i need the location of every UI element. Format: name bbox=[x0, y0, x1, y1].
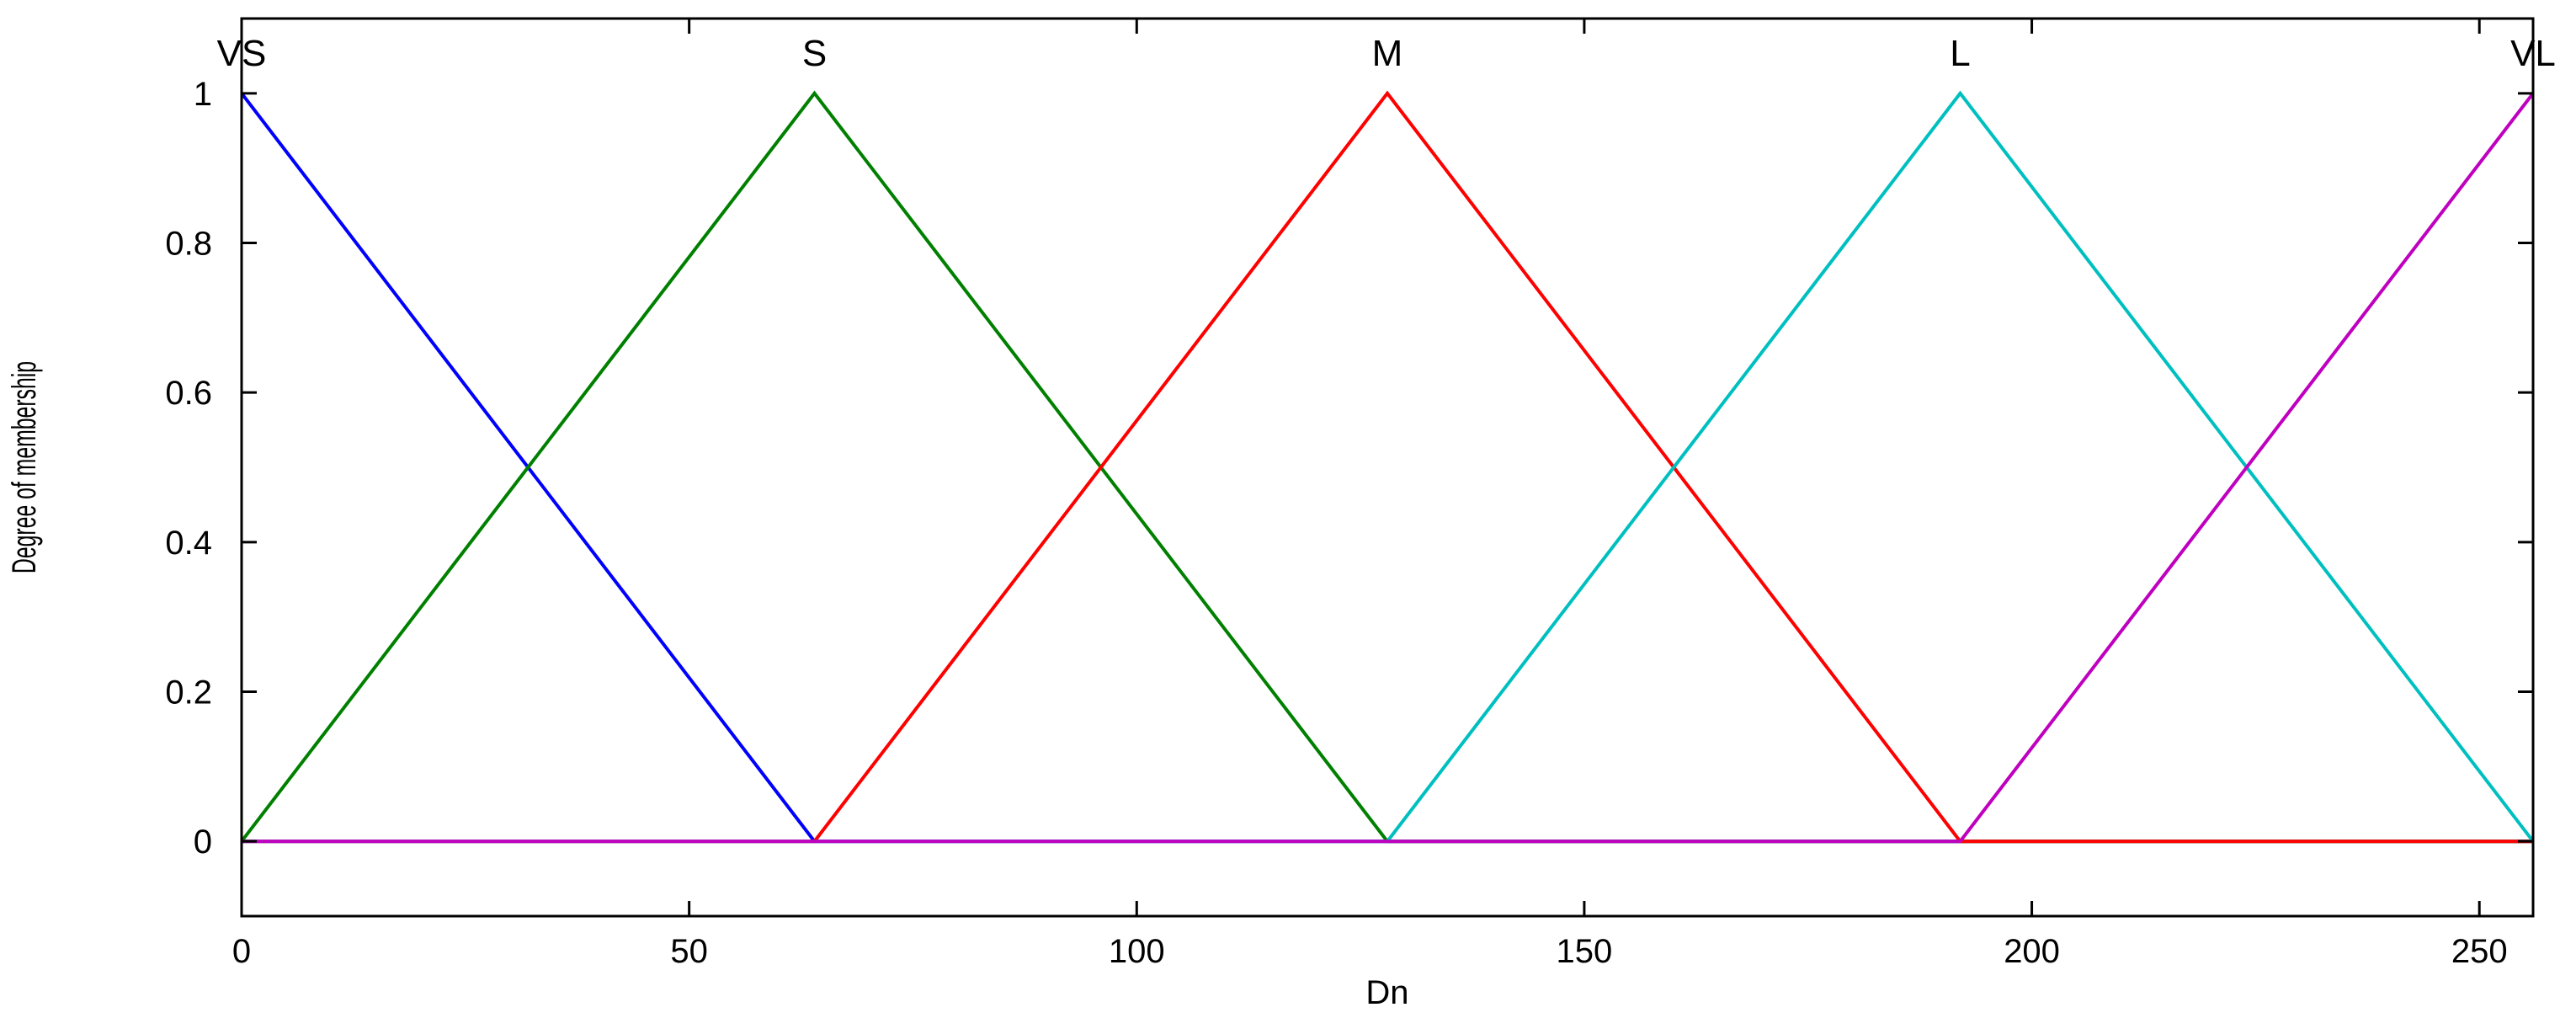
x-tick-label: 50 bbox=[670, 933, 708, 970]
y-tick-label: 0 bbox=[194, 823, 212, 861]
plot-frame bbox=[240, 17, 2535, 918]
y-tick-label: 0.8 bbox=[165, 226, 212, 263]
x-tick-label: 100 bbox=[1109, 933, 1165, 970]
mf-label-s: S bbox=[802, 33, 827, 74]
x-tick-label: 150 bbox=[1557, 933, 1613, 970]
mf-label-vs: VS bbox=[217, 33, 267, 74]
series-layer bbox=[240, 90, 2535, 844]
x-axis-title: Dn bbox=[1365, 974, 1408, 1011]
y-tick-label: 0.4 bbox=[165, 525, 212, 562]
x-tick-label: 0 bbox=[232, 933, 251, 970]
series-line-vl bbox=[242, 92, 2535, 844]
mf-label-vl: VL bbox=[2510, 33, 2556, 74]
labels-layer: 0 50 100 150 200 250 0 0.2 0.4 0.6 0.8 1VS S M L VL bbox=[165, 33, 2556, 970]
mf-label-l: L bbox=[1950, 33, 1970, 74]
y-tick-label: 0.6 bbox=[165, 375, 212, 412]
mf-label-m: M bbox=[1372, 33, 1403, 74]
x-tick-label: 250 bbox=[2451, 933, 2508, 970]
plot-area bbox=[242, 19, 2533, 916]
y-tick-label: 1 bbox=[194, 76, 212, 113]
y-tick-label: 0.2 bbox=[165, 674, 212, 712]
y-axis-title: Degree of membership bbox=[6, 361, 43, 573]
x-tick-label: 200 bbox=[2004, 933, 2060, 970]
